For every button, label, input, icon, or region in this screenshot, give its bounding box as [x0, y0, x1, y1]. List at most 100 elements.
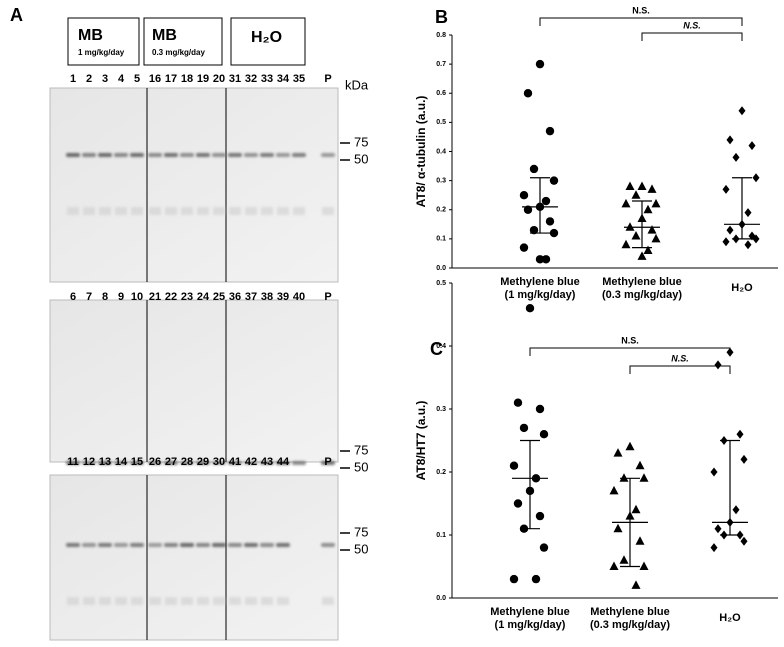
lane-label: 11	[67, 456, 79, 468]
data-point	[726, 135, 734, 145]
blot-smear	[131, 597, 143, 605]
lane-label: 24	[197, 291, 210, 303]
blot-band	[212, 543, 226, 547]
blot-band	[244, 543, 258, 547]
data-point	[613, 448, 623, 457]
blot-smear	[67, 207, 79, 215]
data-point	[744, 208, 752, 218]
lane-label: 20	[213, 73, 225, 85]
lane-label: 30	[213, 456, 225, 468]
blot-smear	[115, 207, 127, 215]
lane-label: 6	[70, 291, 76, 303]
data-point	[541, 255, 551, 264]
blot-band	[260, 153, 274, 157]
data-point	[619, 473, 629, 482]
blot-image	[49, 299, 339, 463]
blot-smear	[322, 207, 334, 215]
data-point	[643, 245, 653, 255]
lane-label: 17	[165, 73, 177, 85]
blot-band	[292, 153, 306, 157]
y-tick-label: 0.1	[436, 532, 446, 539]
blot-band	[244, 461, 258, 465]
lane-label: 16	[149, 73, 161, 85]
blot-band	[98, 153, 112, 157]
lane-label: 37	[245, 291, 257, 303]
lane-label: 1	[70, 73, 76, 85]
lane-label: 40	[293, 291, 305, 303]
lane-label: 29	[197, 456, 209, 468]
y-tick-label: 0.3	[436, 177, 446, 184]
lane-label: P	[324, 73, 331, 85]
blot-smear	[293, 207, 305, 215]
lane-label: 22	[165, 291, 177, 303]
data-point	[549, 176, 559, 185]
data-point	[631, 230, 641, 240]
significance-label: N.S.	[671, 353, 689, 363]
lane-label: 18	[181, 73, 193, 85]
data-point	[519, 190, 529, 200]
group-name: MB	[78, 27, 103, 44]
blot-band	[148, 461, 162, 465]
category-label: Methylene blue	[590, 606, 669, 618]
blot-band	[98, 461, 112, 465]
blot-smear	[261, 207, 273, 215]
blot-band	[228, 153, 242, 157]
data-point	[519, 243, 529, 252]
lane-label: P	[324, 456, 331, 468]
blot-band	[148, 543, 162, 547]
data-point	[748, 141, 756, 151]
blot-image	[49, 474, 339, 641]
data-point	[549, 228, 559, 238]
blot-smear	[197, 207, 209, 215]
data-point	[710, 467, 718, 477]
lane-label: 19	[197, 73, 209, 85]
lane-label: 32	[245, 73, 257, 85]
group-box	[230, 17, 306, 66]
data-point	[525, 304, 535, 313]
lane-label: 5	[134, 73, 140, 85]
group-box	[67, 17, 140, 66]
blot-band	[292, 461, 306, 465]
data-point	[513, 499, 523, 508]
data-point	[740, 454, 748, 464]
blot-smear	[165, 597, 177, 605]
blot-band	[164, 153, 178, 157]
blot-smear	[245, 207, 257, 215]
blot-smear	[322, 597, 334, 605]
blot-smear	[115, 597, 127, 605]
category-label: (0.3 mg/kg/day)	[590, 619, 670, 631]
blot-band	[82, 461, 96, 465]
blot-band	[66, 461, 80, 465]
blot-band	[180, 543, 194, 547]
blot-band	[98, 543, 112, 547]
data-point	[637, 181, 647, 190]
data-point	[639, 561, 649, 570]
blot-band	[228, 543, 242, 547]
data-point	[631, 580, 641, 589]
y-tick-label: 0.8	[436, 32, 446, 39]
significance-label: N.S.	[632, 5, 650, 15]
data-point	[631, 504, 641, 514]
blot-band	[66, 153, 80, 157]
data-point	[740, 536, 748, 546]
blot-band	[212, 153, 226, 157]
blot-smear	[149, 597, 161, 605]
lane-label: 31	[229, 73, 241, 85]
data-point	[509, 461, 519, 470]
y-axis-label: AT8/HT7 (a.u.)	[414, 401, 428, 481]
data-point	[625, 181, 635, 190]
blot-band	[164, 461, 178, 465]
data-point	[529, 225, 539, 235]
lane-label: 34	[277, 73, 290, 85]
y-tick-label: 0.3	[436, 406, 446, 413]
blot-smear	[229, 207, 241, 215]
lane-label: 12	[83, 456, 95, 468]
data-point	[535, 511, 545, 521]
blot-smear	[213, 597, 225, 605]
data-point	[621, 198, 631, 208]
y-axis-label: AT8/ α-tubulin (a.u.)	[414, 96, 428, 208]
data-point	[609, 561, 619, 570]
blot-band	[244, 153, 258, 157]
lane-label: 42	[245, 456, 257, 468]
